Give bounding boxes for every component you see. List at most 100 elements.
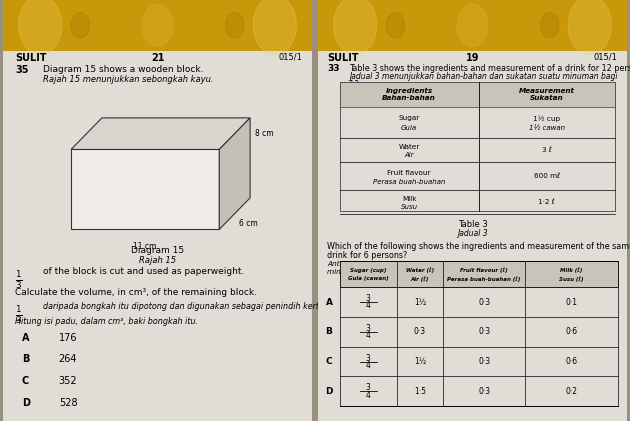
Text: Milk (ℓ): Milk (ℓ)	[560, 267, 583, 273]
Text: C: C	[326, 357, 332, 366]
Text: 0·1: 0·1	[565, 298, 577, 306]
Text: Gula: Gula	[401, 125, 417, 131]
Text: Diagram 15 shows a wooden block.: Diagram 15 shows a wooden block.	[43, 65, 203, 74]
Text: C: C	[21, 376, 29, 386]
Text: 35: 35	[16, 65, 29, 75]
Circle shape	[457, 4, 488, 46]
Circle shape	[334, 0, 377, 55]
Text: Water: Water	[399, 144, 420, 150]
Text: Ingredients
Bahan-bahan: Ingredients Bahan-bahan	[382, 88, 436, 101]
Text: Jadual 3: Jadual 3	[457, 229, 488, 238]
Text: D: D	[325, 387, 333, 396]
Text: 4: 4	[366, 301, 370, 310]
Circle shape	[253, 0, 297, 55]
Text: 19: 19	[466, 53, 479, 63]
Text: 1·2 ℓ: 1·2 ℓ	[538, 199, 555, 205]
Text: A: A	[326, 298, 333, 306]
Text: 0·3: 0·3	[478, 327, 490, 336]
Text: Calculate the volume, in cm³, of the remaining block.: Calculate the volume, in cm³, of the rem…	[16, 288, 258, 297]
Text: 3: 3	[366, 354, 370, 362]
Text: Rajah 15: Rajah 15	[139, 256, 176, 264]
Polygon shape	[71, 149, 219, 229]
Text: Which of the following shows the ingredients and measurement of the same: Which of the following shows the ingredi…	[328, 242, 630, 251]
Polygon shape	[71, 118, 250, 149]
Text: 3: 3	[366, 294, 370, 303]
Text: A: A	[21, 333, 29, 343]
FancyBboxPatch shape	[3, 0, 312, 421]
Text: Measurement
Sukatan: Measurement Sukatan	[518, 88, 575, 101]
Polygon shape	[219, 118, 250, 229]
Text: $\frac{1}{3}$: $\frac{1}{3}$	[16, 304, 23, 326]
Text: Jadual 3 menunjukkan bahan-bahan dan sukatan suatu minuman bagi: Jadual 3 menunjukkan bahan-bahan dan suk…	[349, 72, 617, 81]
Text: daripada bongkah itu dipotong dan digunakan sebagai penindih kertas.: daripada bongkah itu dipotong dan diguna…	[43, 302, 331, 311]
Text: drink for 6 persons?: drink for 6 persons?	[328, 251, 408, 260]
Text: B: B	[21, 354, 29, 365]
Circle shape	[541, 13, 559, 38]
Text: 1½ cup: 1½ cup	[533, 115, 560, 122]
Text: Milk: Milk	[402, 196, 416, 202]
Text: 264: 264	[59, 354, 77, 365]
Text: Sugar (cup): Sugar (cup)	[350, 268, 386, 273]
Text: 3: 3	[366, 324, 370, 333]
Circle shape	[71, 13, 89, 38]
Text: 4: 4	[366, 391, 370, 400]
Text: Air (ℓ): Air (ℓ)	[411, 276, 429, 282]
Text: 352: 352	[59, 376, 77, 386]
Text: Water (ℓ): Water (ℓ)	[406, 267, 434, 273]
Text: 0·3: 0·3	[414, 327, 426, 336]
Text: 600 mℓ: 600 mℓ	[534, 173, 559, 179]
Text: 0·3: 0·3	[478, 357, 490, 366]
Text: of the block is cut and used as paperweight.: of the block is cut and used as paperwei…	[43, 267, 244, 276]
FancyBboxPatch shape	[318, 0, 627, 421]
FancyBboxPatch shape	[318, 0, 627, 51]
Text: 1½: 1½	[414, 357, 426, 366]
Text: 176: 176	[59, 333, 77, 343]
Text: Diagram 15: Diagram 15	[131, 246, 184, 255]
Text: Susu: Susu	[401, 204, 418, 210]
Text: Antara yang berikut, yang manakah menunjukkan bahan dan sukatan suatu: Antara yang berikut, yang manakah menunj…	[328, 261, 608, 267]
Text: 528: 528	[59, 398, 77, 408]
FancyBboxPatch shape	[3, 0, 312, 51]
Circle shape	[386, 13, 404, 38]
Text: 6 cm: 6 cm	[239, 219, 258, 229]
Text: 015/1: 015/1	[593, 53, 617, 61]
Text: 0·3: 0·3	[478, 298, 490, 306]
Text: Perasa buah-buahan (ℓ): Perasa buah-buahan (ℓ)	[447, 276, 521, 282]
Text: 3 ℓ: 3 ℓ	[542, 147, 551, 153]
Text: 1½: 1½	[414, 298, 426, 306]
Text: Fruit flavour (ℓ): Fruit flavour (ℓ)	[461, 267, 508, 273]
Text: 4: 4	[366, 331, 370, 340]
Text: SULIT: SULIT	[16, 53, 47, 63]
Text: minuman yang sama bagi 6 orang?: minuman yang sama bagi 6 orang?	[328, 269, 457, 275]
Text: SULIT: SULIT	[328, 53, 359, 63]
Circle shape	[142, 4, 173, 46]
Text: 0·2: 0·2	[565, 387, 577, 396]
Text: Susu (ℓ): Susu (ℓ)	[559, 276, 583, 282]
Text: 1½ cawan: 1½ cawan	[529, 125, 564, 131]
Text: Gula (cawan): Gula (cawan)	[348, 276, 389, 281]
Text: B: B	[326, 327, 333, 336]
Text: 0·6: 0·6	[565, 357, 577, 366]
Text: 21: 21	[151, 53, 164, 63]
Text: 1·5: 1·5	[414, 387, 426, 396]
Text: 8 cm: 8 cm	[255, 129, 273, 138]
Text: 4: 4	[366, 361, 370, 370]
Text: 33: 33	[328, 64, 340, 73]
Text: Sugar: Sugar	[399, 115, 420, 121]
Text: $\frac{1}{3}$: $\frac{1}{3}$	[16, 269, 23, 291]
Circle shape	[18, 0, 62, 55]
Text: 015/1: 015/1	[278, 53, 302, 61]
Text: D: D	[21, 398, 30, 408]
Text: 12 orang.: 12 orang.	[349, 80, 386, 89]
Polygon shape	[340, 82, 614, 107]
Text: Table 3 shows the ingredients and measurement of a drink for 12 persons.: Table 3 shows the ingredients and measur…	[349, 64, 630, 73]
Text: Table 3: Table 3	[457, 220, 488, 229]
Text: Air: Air	[404, 152, 414, 158]
Text: 0·3: 0·3	[478, 387, 490, 396]
Text: 11 cm: 11 cm	[134, 242, 157, 251]
Text: Perasa buah-buahan: Perasa buah-buahan	[373, 179, 445, 184]
Polygon shape	[340, 261, 617, 287]
Circle shape	[226, 13, 244, 38]
Text: Hitung isi padu, dalam cm³, baki bongkah itu.: Hitung isi padu, dalam cm³, baki bongkah…	[16, 317, 198, 325]
Text: 0·6: 0·6	[565, 327, 577, 336]
